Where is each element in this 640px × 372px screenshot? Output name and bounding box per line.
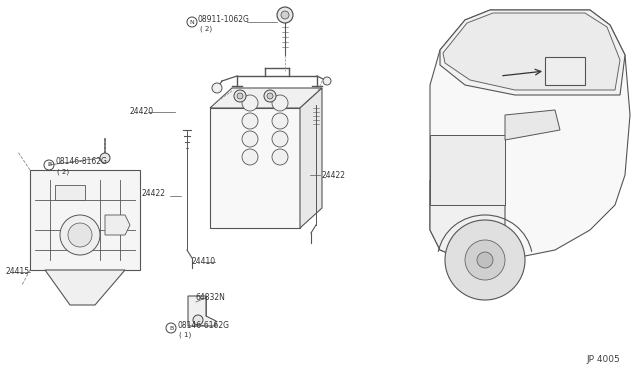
Text: 24410: 24410	[192, 257, 216, 266]
Bar	[30, 170, 140, 270]
Circle shape	[264, 90, 276, 102]
Text: 24422: 24422	[322, 170, 346, 180]
Polygon shape	[45, 270, 125, 305]
Text: 08146-8162G: 08146-8162G	[55, 157, 107, 167]
Circle shape	[272, 95, 288, 111]
Polygon shape	[188, 296, 216, 326]
Text: ( 1): ( 1)	[179, 332, 191, 338]
Circle shape	[445, 220, 525, 300]
Bar	[55, 185, 85, 200]
Text: B: B	[47, 163, 51, 167]
Circle shape	[193, 315, 203, 325]
Polygon shape	[440, 10, 625, 95]
Bar	[545, 57, 585, 85]
Circle shape	[465, 240, 505, 280]
Bar	[210, 108, 300, 228]
Circle shape	[234, 90, 246, 102]
Text: ( 2): ( 2)	[200, 26, 212, 32]
Polygon shape	[105, 215, 130, 235]
Circle shape	[272, 113, 288, 129]
Circle shape	[267, 93, 273, 99]
Circle shape	[100, 153, 110, 163]
Polygon shape	[430, 180, 505, 260]
Polygon shape	[430, 10, 630, 260]
Circle shape	[281, 11, 289, 19]
Text: 64832N: 64832N	[196, 294, 226, 302]
Circle shape	[68, 223, 92, 247]
Text: 08146-6162G: 08146-6162G	[177, 321, 229, 330]
Text: B: B	[169, 326, 173, 330]
Text: ( 2): ( 2)	[57, 169, 69, 175]
Text: 24422: 24422	[142, 189, 166, 198]
Text: N: N	[189, 19, 195, 25]
Polygon shape	[300, 88, 322, 228]
Polygon shape	[443, 13, 620, 90]
Text: 08911-1062G: 08911-1062G	[198, 15, 250, 23]
Text: JP 4005: JP 4005	[586, 356, 620, 365]
Circle shape	[242, 131, 258, 147]
Circle shape	[212, 83, 222, 93]
Circle shape	[272, 131, 288, 147]
Circle shape	[242, 113, 258, 129]
Polygon shape	[210, 88, 322, 108]
Polygon shape	[505, 110, 560, 140]
Text: 24420: 24420	[130, 108, 154, 116]
Circle shape	[237, 93, 243, 99]
Polygon shape	[430, 135, 505, 205]
Circle shape	[242, 149, 258, 165]
Circle shape	[272, 149, 288, 165]
Circle shape	[242, 95, 258, 111]
Text: 24415: 24415	[5, 267, 29, 276]
Circle shape	[277, 7, 293, 23]
Circle shape	[323, 77, 331, 85]
Circle shape	[60, 215, 100, 255]
Circle shape	[477, 252, 493, 268]
